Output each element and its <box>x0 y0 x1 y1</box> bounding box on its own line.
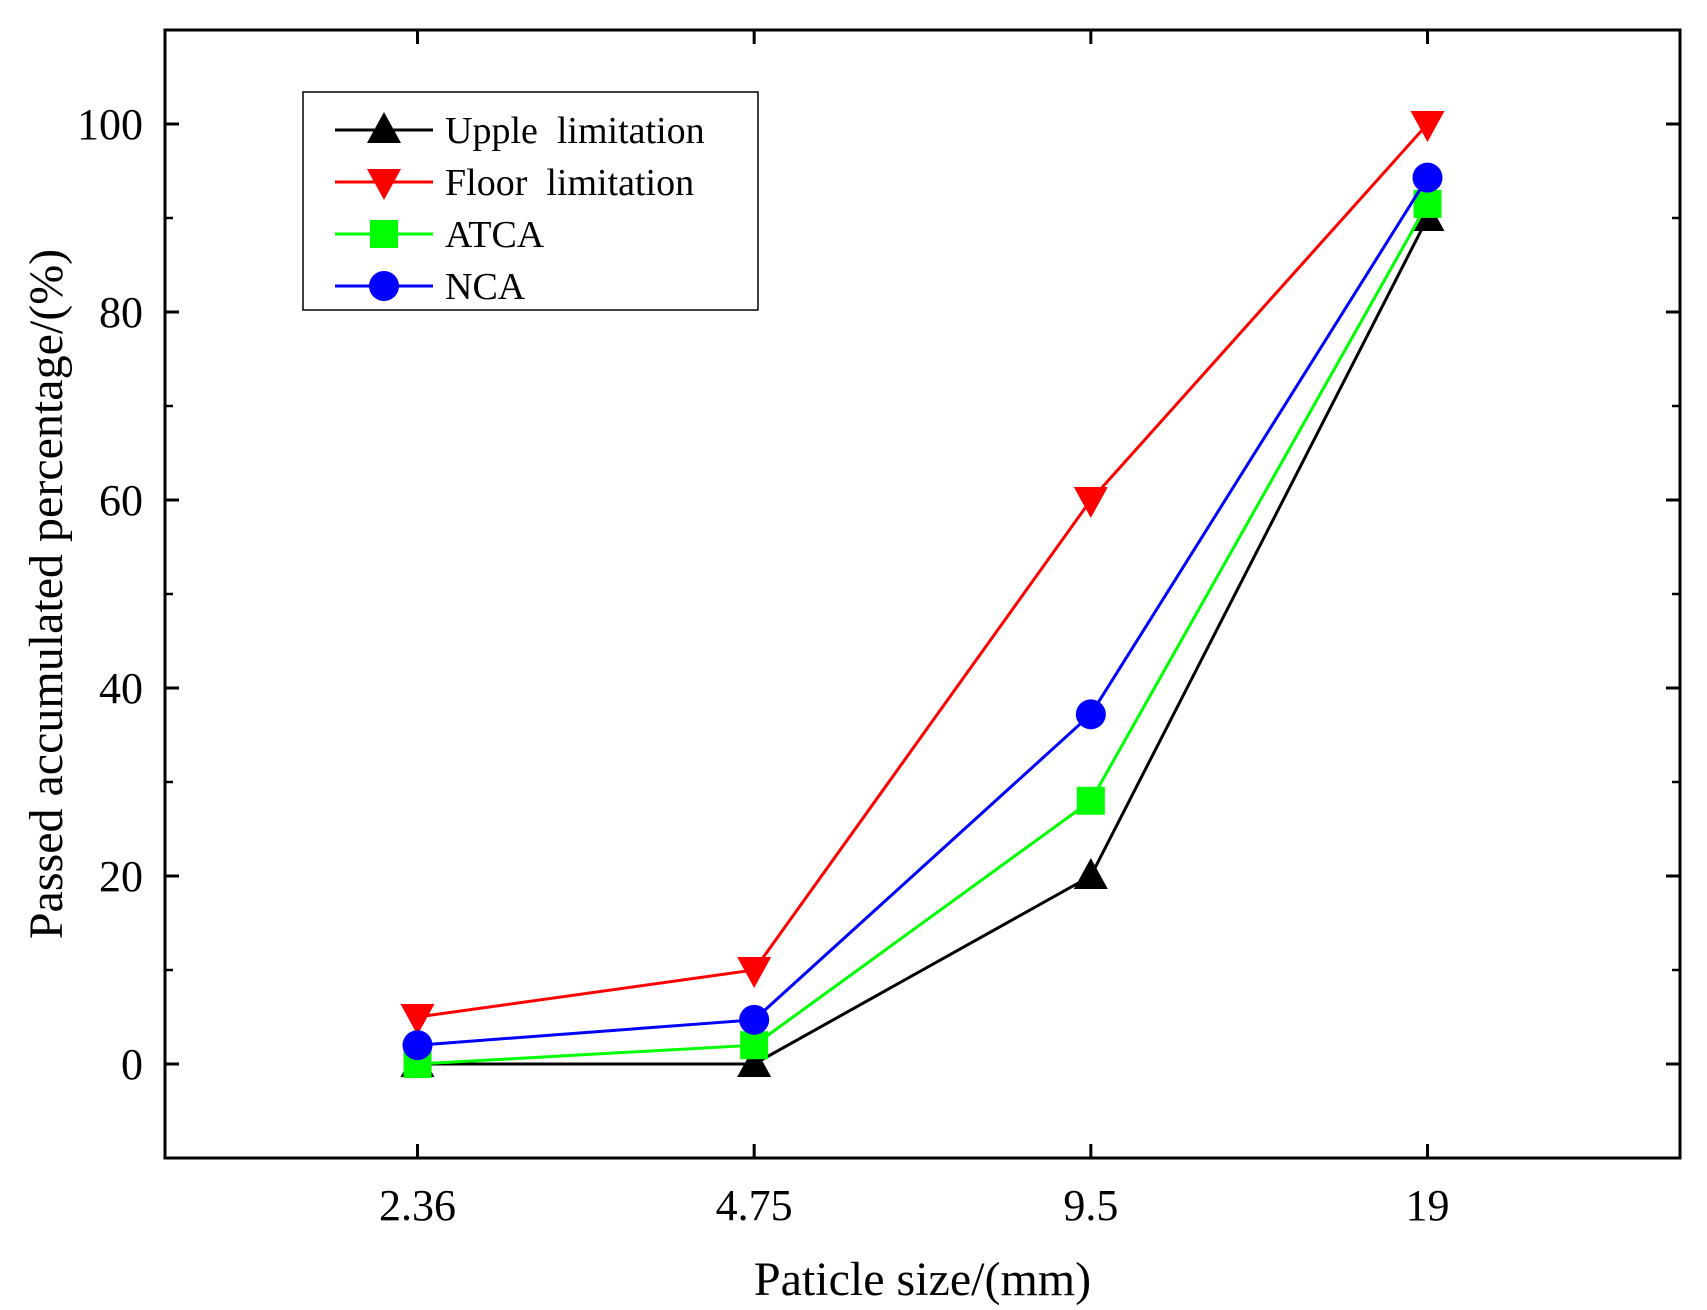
data-point <box>739 1004 770 1035</box>
series-nca <box>402 162 1443 1061</box>
legend-marker <box>367 169 401 200</box>
legend-item: Upple limitation <box>335 110 705 152</box>
legend-item: NCA <box>335 266 526 308</box>
series-line <box>417 122 1429 1019</box>
y-tick-label: 60 <box>99 476 143 525</box>
y-tick-label: 100 <box>77 100 143 149</box>
legend-marker <box>370 220 398 248</box>
data-point <box>1073 487 1108 518</box>
y-tick-label: 20 <box>99 852 143 901</box>
series-upple-limitation <box>400 200 1445 1077</box>
legend-label: Floor limitation <box>445 162 694 204</box>
data-point <box>1075 699 1106 730</box>
data-point <box>1412 162 1443 193</box>
legend-marker <box>367 112 401 143</box>
x-tick-label: 4.75 <box>716 1181 793 1230</box>
series-line <box>417 203 1429 1066</box>
legend-label: Upple limitation <box>445 110 705 152</box>
data-point <box>1073 858 1108 889</box>
x-tick-label: 9.5 <box>1063 1181 1118 1230</box>
data-point <box>1410 111 1445 142</box>
data-point <box>400 1004 435 1035</box>
axis-ticks: 0 20 40 60 80 100 2.36 4.75 9.5 19 <box>77 30 1680 1230</box>
plot-frame <box>163 28 1682 1160</box>
legend: Upple limitation Floor limitation ATCA NCA <box>302 91 759 311</box>
data-point <box>737 957 772 988</box>
legend-label: NCA <box>445 266 526 308</box>
data-point <box>402 1030 433 1061</box>
x-tick-label: 19 <box>1406 1181 1450 1230</box>
data-point <box>1076 786 1105 815</box>
series-layer <box>400 111 1445 1078</box>
y-tick-label: 0 <box>121 1040 143 1089</box>
legend-item: ATCA <box>335 214 545 256</box>
legend-label: ATCA <box>445 214 545 256</box>
series-floor-limitation <box>400 111 1445 1035</box>
series-line <box>417 176 1429 1047</box>
data-point <box>740 1031 769 1060</box>
series-line <box>417 217 1429 1066</box>
y-axis-title: Passed accumulated percentage/(%) <box>20 249 73 939</box>
legend-item: Floor limitation <box>335 162 694 204</box>
y-tick-label: 40 <box>99 664 143 713</box>
x-axis-title: Paticle size/(mm) <box>754 1253 1091 1306</box>
legend-marker <box>369 271 399 301</box>
data-point <box>737 1046 772 1077</box>
y-tick-label: 80 <box>99 288 143 337</box>
x-tick-label: 2.36 <box>379 1181 456 1230</box>
series-atca <box>403 189 1442 1078</box>
